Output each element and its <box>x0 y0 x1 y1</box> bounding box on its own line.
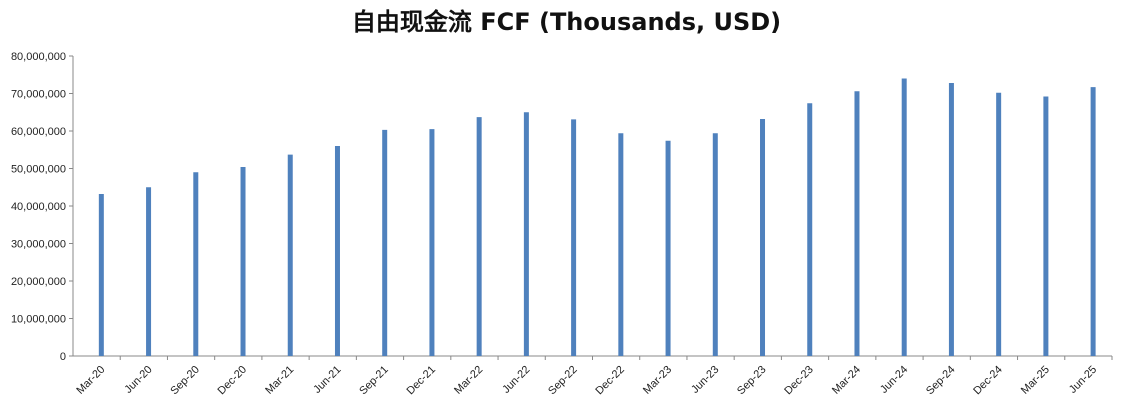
bar <box>618 133 624 356</box>
x-tick-label: Jun-25 <box>1067 364 1099 396</box>
y-tick-label: 50,000,000 <box>11 164 66 176</box>
y-tick-label: 20,000,000 <box>11 276 66 288</box>
bar <box>287 154 293 356</box>
bar <box>240 167 246 356</box>
chart-title: 自由现金流 FCF (Thousands, USD) <box>351 8 782 36</box>
y-tick-label: 80,000,000 <box>11 51 66 63</box>
bar <box>429 129 435 356</box>
y-tick-label: 10,000,000 <box>11 314 66 326</box>
x-tick-label: Sep-24 <box>924 364 958 398</box>
x-tick-label: Mar-21 <box>263 364 296 397</box>
x-tick-label: Jun-24 <box>878 364 910 396</box>
x-tick-label: Sep-22 <box>546 364 580 398</box>
bar <box>760 119 766 356</box>
x-tick-label: Dec-24 <box>971 364 1005 398</box>
y-axis-ticks: 0 10,000,000 20,000,000 30,000,000 40,000,00… <box>11 51 73 363</box>
bar <box>1090 87 1096 356</box>
bar <box>523 112 529 356</box>
x-tick-label: Mar-24 <box>830 364 863 397</box>
bar <box>854 91 860 356</box>
x-tick-label: Dec-22 <box>593 364 627 398</box>
x-tick-label: Dec-21 <box>404 364 438 398</box>
bar <box>476 117 482 356</box>
x-tick-label: Jun-20 <box>122 364 154 396</box>
bar <box>996 92 1002 356</box>
y-tick-label: 70,000,000 <box>11 89 66 101</box>
x-tick-label: Sep-20 <box>168 364 202 398</box>
x-tick-label: Mar-22 <box>452 364 485 397</box>
chart-axes <box>72 56 1112 357</box>
x-tick-label: Mar-23 <box>641 364 674 397</box>
x-tick-label: Mar-25 <box>1019 364 1052 397</box>
bar <box>712 133 718 356</box>
x-tick-label: Jun-21 <box>311 364 343 396</box>
bar-series <box>98 78 1096 356</box>
bar <box>665 140 671 356</box>
x-tick-label: Jun-23 <box>689 364 721 396</box>
bar <box>146 187 152 356</box>
bar <box>948 83 954 356</box>
x-tick-label: Dec-20 <box>216 364 250 398</box>
x-axis-ticks: Mar-20 Jun-20 Sep-20 Dec-20 Mar-21 Jun-21 Sep-… <box>74 356 1113 398</box>
bar <box>98 194 104 356</box>
x-tick-label: Mar-20 <box>74 364 107 397</box>
x-tick-label: Sep-23 <box>735 364 769 398</box>
bar <box>382 129 388 356</box>
x-tick-label: Dec-23 <box>782 364 816 398</box>
bar <box>1043 96 1049 356</box>
y-tick-label: 40,000,000 <box>11 201 66 213</box>
y-tick-label: 0 <box>60 351 66 363</box>
y-tick-label: 30,000,000 <box>11 239 66 251</box>
x-tick-label: Jun-22 <box>500 364 532 396</box>
bar <box>901 78 907 356</box>
bar <box>334 146 340 356</box>
y-tick-label: 60,000,000 <box>11 126 66 138</box>
bar <box>193 172 199 356</box>
bar <box>807 103 813 356</box>
x-tick-label: Sep-21 <box>357 364 391 398</box>
bar <box>571 119 577 356</box>
